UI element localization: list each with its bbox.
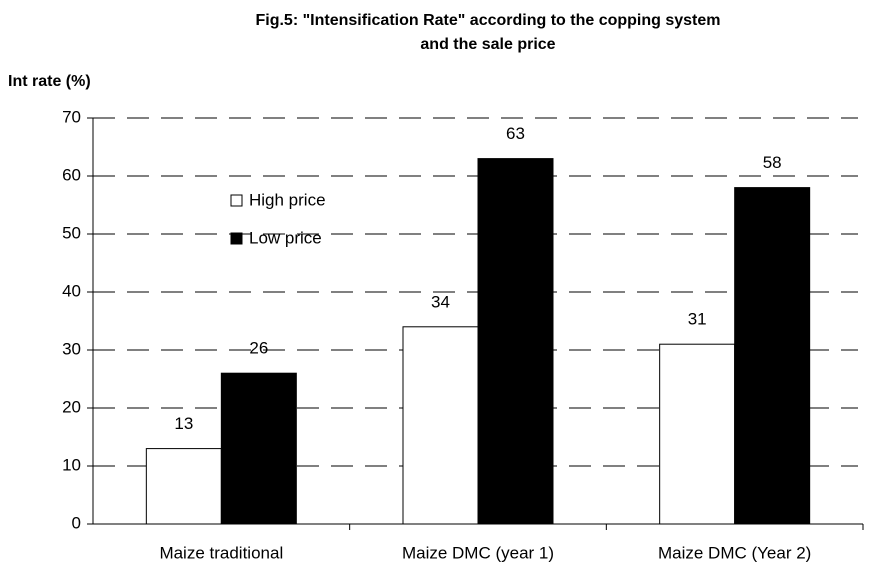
y-tick-label: 30 xyxy=(62,339,81,358)
bar xyxy=(477,158,554,525)
data-label: 63 xyxy=(506,124,525,143)
y-tick-label: 60 xyxy=(62,165,81,184)
data-label: 31 xyxy=(688,310,707,329)
y-tick-label: 50 xyxy=(62,223,81,242)
chart-title: and the sale price xyxy=(420,36,555,53)
legend-swatch xyxy=(230,194,243,207)
data-label: 26 xyxy=(249,339,268,358)
x-tick-label: Maize DMC (year 1) xyxy=(402,543,554,562)
y-axis-label: Int rate (%) xyxy=(8,73,91,90)
bar xyxy=(659,343,736,525)
y-tick-label: 10 xyxy=(62,455,81,474)
chart-title: Fig.5: "Intensification Rate" according … xyxy=(255,12,720,29)
x-tick-label: Maize DMC (Year 2) xyxy=(658,543,811,562)
data-label: 13 xyxy=(174,414,193,433)
data-label: 58 xyxy=(763,153,782,172)
y-tick-label: 0 xyxy=(72,513,81,532)
legend-swatch xyxy=(230,232,243,245)
legend-label: Low price xyxy=(249,228,322,247)
bar xyxy=(220,372,297,525)
legend-label: High price xyxy=(249,190,326,209)
bar xyxy=(145,448,222,525)
bar xyxy=(734,187,811,525)
bar xyxy=(402,326,479,525)
data-label: 34 xyxy=(431,292,450,311)
y-tick-label: 70 xyxy=(62,107,81,126)
x-tick-label: Maize traditional xyxy=(159,543,283,562)
y-tick-label: 20 xyxy=(62,397,81,416)
y-tick-label: 40 xyxy=(62,281,81,300)
